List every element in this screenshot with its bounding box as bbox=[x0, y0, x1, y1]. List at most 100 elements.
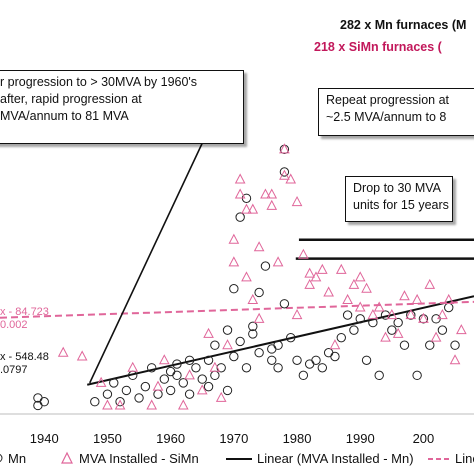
mn-point-75 bbox=[450, 340, 460, 350]
simn-point-15 bbox=[222, 339, 233, 350]
mn-point-11 bbox=[146, 363, 157, 373]
simn-point-58 bbox=[430, 331, 442, 342]
mn-point-73 bbox=[437, 325, 448, 335]
simn-point-0 bbox=[57, 346, 69, 357]
legend-simn-marker-icon bbox=[61, 451, 73, 464]
mn-point-40 bbox=[260, 261, 271, 271]
simn-point-59 bbox=[437, 308, 448, 320]
mn-point-38 bbox=[254, 348, 264, 358]
x-tick-label-1940: 1940 bbox=[30, 431, 59, 446]
mn-point-9 bbox=[134, 393, 144, 403]
mn-point-28 bbox=[222, 325, 233, 335]
simn-equation-line2: 0.002 bbox=[0, 319, 28, 331]
mn-point-30 bbox=[229, 284, 239, 294]
mn-point-5 bbox=[109, 378, 119, 388]
mn-point-32 bbox=[235, 336, 245, 347]
simn-point-11 bbox=[196, 384, 208, 395]
simn-point-38 bbox=[310, 271, 322, 282]
mn-point-12 bbox=[153, 389, 163, 399]
legend-mn-marker-icon bbox=[0, 453, 3, 463]
simn-point-53 bbox=[399, 290, 410, 301]
x-tick-label-1990: 1990 bbox=[346, 431, 375, 446]
simn-point-32 bbox=[285, 173, 297, 184]
simn-point-37 bbox=[304, 278, 316, 289]
mn-point-59 bbox=[355, 314, 365, 324]
mn-point-23 bbox=[203, 381, 214, 392]
simn-point-48 bbox=[367, 308, 379, 320]
simn-point-24 bbox=[253, 312, 265, 323]
simn-point-51 bbox=[386, 308, 398, 320]
callout-early-progression: r progression to > 30MVA by 1960's after… bbox=[0, 70, 244, 144]
mn-point-26 bbox=[210, 340, 220, 350]
mn-point-39 bbox=[254, 287, 264, 298]
mn-point-37 bbox=[248, 329, 258, 339]
simn-point-54 bbox=[405, 308, 417, 320]
mn-point-15 bbox=[165, 366, 176, 377]
simn-point-55 bbox=[411, 293, 423, 304]
simn-point-27 bbox=[266, 188, 278, 199]
mn-equation-line2: .0797 bbox=[0, 364, 28, 376]
mn-point-31 bbox=[229, 351, 239, 362]
legend-simn-label: MVA Installed - SiMn bbox=[79, 451, 199, 466]
mn-point-63 bbox=[374, 370, 384, 381]
legend-mn-label: Mn bbox=[8, 451, 26, 466]
simn-point-45 bbox=[354, 271, 366, 282]
mn-point-54 bbox=[323, 348, 334, 358]
x-tick-label-1980: 1980 bbox=[283, 431, 312, 446]
simn-point-23 bbox=[247, 293, 259, 304]
mn-point-29 bbox=[222, 385, 233, 396]
simn-point-30 bbox=[279, 143, 290, 154]
mn-point-33 bbox=[235, 212, 245, 222]
x-tick-label-1970: 1970 bbox=[219, 431, 248, 446]
mn-point-27 bbox=[216, 363, 226, 373]
mn-point-16 bbox=[172, 370, 182, 381]
mn-point-43 bbox=[273, 340, 283, 350]
simn-point-56 bbox=[418, 312, 429, 323]
mn-point-19 bbox=[184, 389, 195, 399]
mn-point-3 bbox=[90, 397, 100, 407]
mn-point-17 bbox=[172, 359, 182, 369]
mn-point-67 bbox=[399, 340, 410, 350]
x-tick-label-1950: 1950 bbox=[93, 431, 122, 446]
simn-point-22 bbox=[247, 203, 259, 214]
mn-point-61 bbox=[361, 355, 372, 365]
mn-point-65 bbox=[387, 325, 397, 335]
simn-point-5 bbox=[127, 361, 139, 372]
simn-point-57 bbox=[424, 278, 436, 289]
simn-point-36 bbox=[304, 267, 316, 278]
mn-point-69 bbox=[412, 370, 422, 381]
progression-arrow bbox=[89, 123, 212, 384]
simn-point-26 bbox=[260, 188, 271, 199]
simn-point-8 bbox=[158, 354, 170, 365]
simn-point-9 bbox=[177, 399, 189, 410]
mn-point-2 bbox=[39, 397, 49, 407]
simn-point-34 bbox=[291, 308, 303, 320]
simn-point-47 bbox=[361, 282, 372, 293]
mn-equation-line1: x - 548.48 bbox=[0, 351, 49, 363]
simn-point-60 bbox=[443, 293, 455, 304]
simn-point-16 bbox=[228, 233, 240, 244]
mn-point-4 bbox=[102, 389, 113, 399]
mn-point-7 bbox=[121, 385, 132, 396]
simn-point-50 bbox=[380, 331, 391, 342]
simn-point-52 bbox=[392, 327, 404, 338]
mn-point-71 bbox=[425, 340, 435, 350]
mn-point-48 bbox=[286, 332, 296, 343]
simn-point-19 bbox=[234, 173, 246, 184]
mn-point-41 bbox=[267, 344, 277, 354]
simn-point-10 bbox=[184, 369, 195, 380]
simn-point-20 bbox=[241, 203, 252, 214]
mn-point-66 bbox=[393, 317, 403, 328]
simn-point-46 bbox=[354, 301, 366, 312]
x-tick-label-200: 200 bbox=[413, 431, 435, 446]
mn-point-21 bbox=[191, 363, 201, 373]
mn-point-24 bbox=[203, 355, 214, 365]
mn-point-57 bbox=[342, 310, 353, 320]
mn-point-56 bbox=[336, 332, 346, 343]
simn-point-21 bbox=[241, 271, 252, 282]
simn-point-6 bbox=[146, 399, 158, 410]
x-tick-label-1960: 1960 bbox=[156, 431, 185, 446]
mn-point-52 bbox=[311, 355, 321, 365]
simn-point-14 bbox=[215, 391, 227, 402]
mn-point-10 bbox=[140, 381, 151, 392]
